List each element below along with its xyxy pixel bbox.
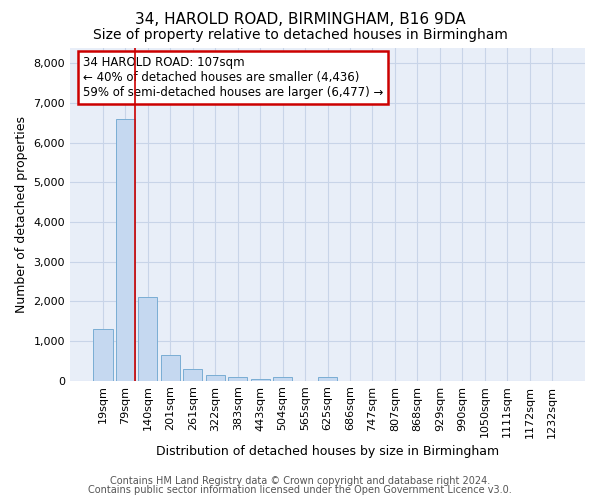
Bar [206,374,225,380]
Text: Size of property relative to detached houses in Birmingham: Size of property relative to detached ho… [92,28,508,42]
Bar [273,377,292,380]
X-axis label: Distribution of detached houses by size in Birmingham: Distribution of detached houses by size … [156,444,499,458]
Bar [139,298,157,380]
Text: Contains HM Land Registry data © Crown copyright and database right 2024.: Contains HM Land Registry data © Crown c… [110,476,490,486]
Bar [161,355,180,380]
Bar [116,119,135,380]
Text: 34 HAROLD ROAD: 107sqm
← 40% of detached houses are smaller (4,436)
59% of semi-: 34 HAROLD ROAD: 107sqm ← 40% of detached… [83,56,383,99]
Bar [318,377,337,380]
Text: Contains public sector information licensed under the Open Government Licence v3: Contains public sector information licen… [88,485,512,495]
Text: 34, HAROLD ROAD, BIRMINGHAM, B16 9DA: 34, HAROLD ROAD, BIRMINGHAM, B16 9DA [134,12,466,28]
Bar [251,378,270,380]
Bar [183,369,202,380]
Bar [94,329,113,380]
Y-axis label: Number of detached properties: Number of detached properties [15,116,28,312]
Bar [228,377,247,380]
